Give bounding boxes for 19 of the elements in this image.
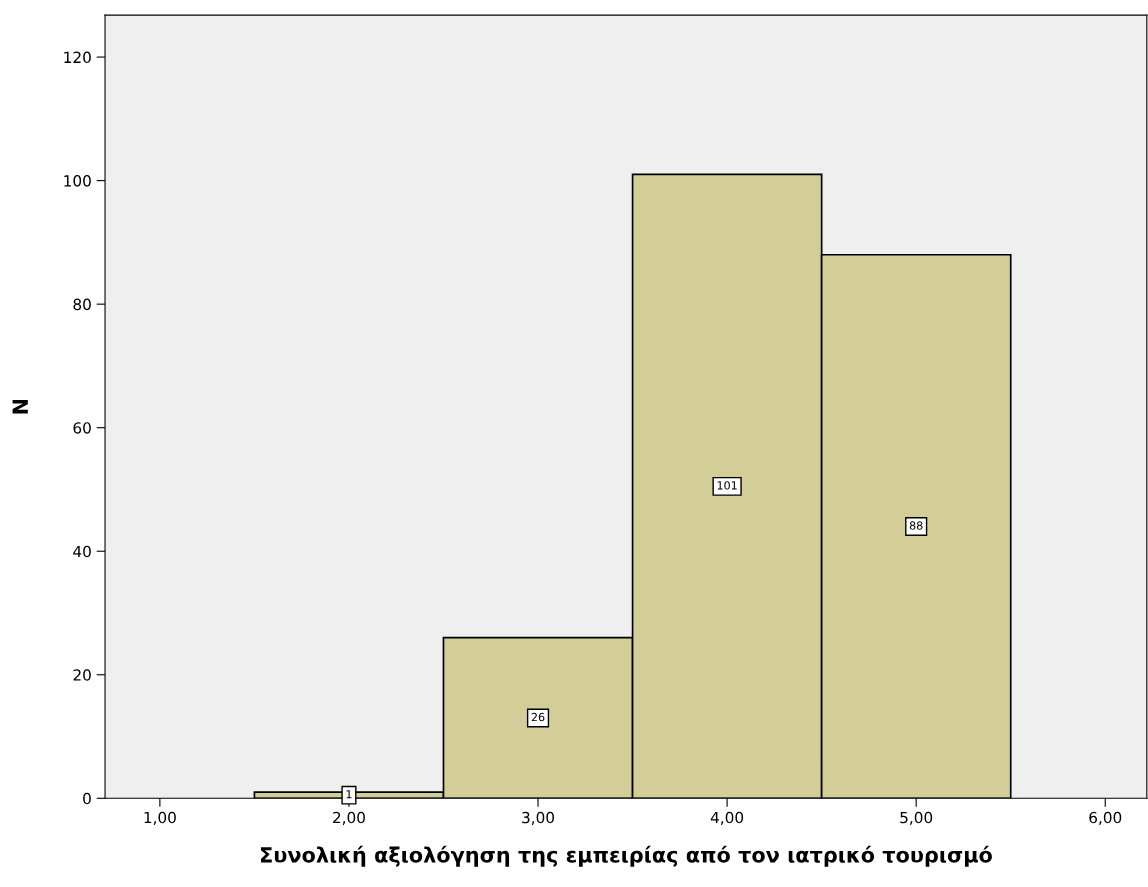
- y-tick-label: 80: [73, 298, 91, 311]
- x-tick-label: 3,00: [522, 811, 555, 825]
- y-tick-label: 20: [73, 669, 91, 681]
- x-axis-title: Συνολική αξιολόγηση της εμπειρίας από τον ιατρικό τουρισμό: [260, 845, 992, 867]
- y-tick-label: 120: [64, 51, 91, 64]
- data-label: 26: [531, 712, 545, 722]
- x-tick-label: 6,00: [1089, 811, 1122, 825]
- data-label: 101: [717, 481, 737, 490]
- y-tick-label: 0: [83, 792, 91, 805]
- y-tick-label: 100: [64, 175, 91, 187]
- x-tick-label: 5,00: [900, 811, 933, 825]
- x-tick-label: 4,00: [710, 811, 744, 825]
- x-tick-label: 1,00: [144, 811, 176, 825]
- data-label: 88: [909, 521, 923, 530]
- y-tick-label: 40: [73, 545, 91, 558]
- y-axis-title: N: [12, 399, 28, 414]
- y-tick-label: 60: [73, 422, 91, 434]
- data-label: 1: [346, 790, 352, 799]
- x-tick-label: 2,00: [333, 811, 365, 825]
